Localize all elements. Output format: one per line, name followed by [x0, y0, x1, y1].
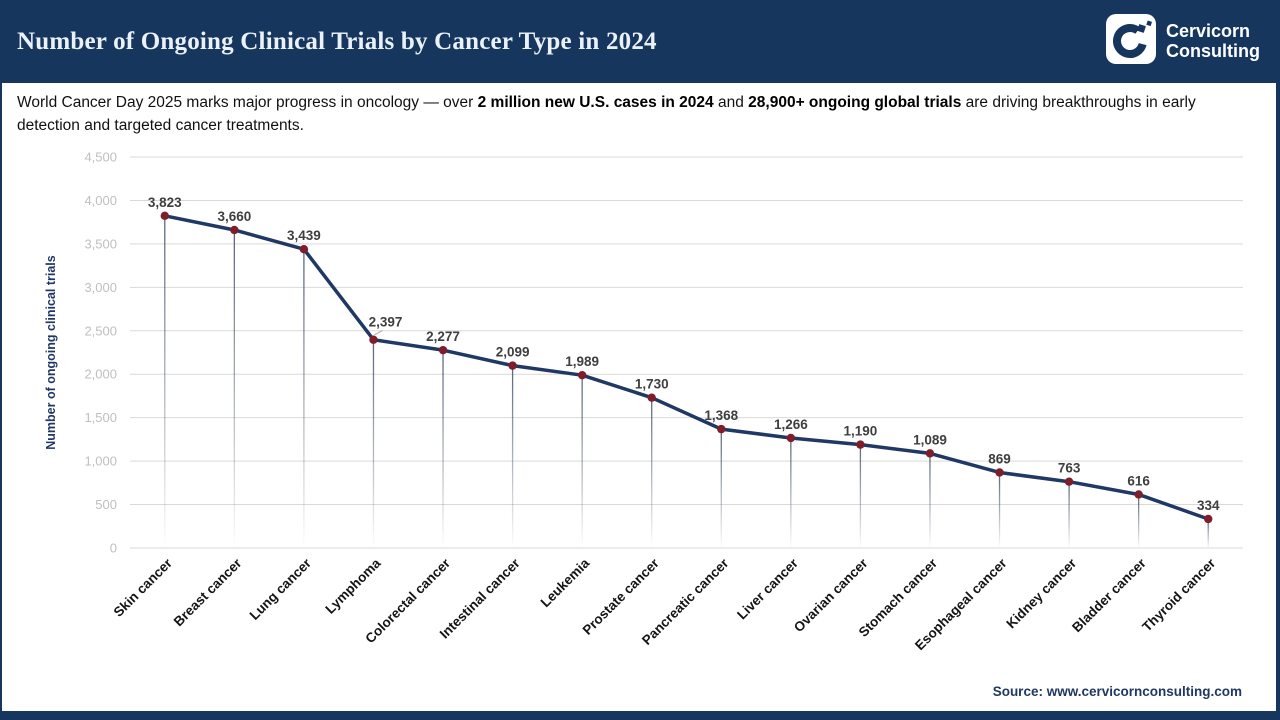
- brand-name-line1: Cervicorn: [1166, 20, 1251, 41]
- subtitle-text: and: [713, 94, 749, 111]
- data-point: [577, 370, 587, 380]
- data-label: 869: [988, 451, 1011, 466]
- data-label: 1,089: [913, 432, 947, 447]
- page-title: Number of Ongoing Clinical Trials by Can…: [17, 27, 657, 55]
- y-axis-tick-label: 1,500: [84, 410, 117, 425]
- data-label: 2,277: [426, 329, 460, 344]
- x-axis-tick-label: Thyroid cancer: [1139, 555, 1219, 635]
- brand-name-line2: Consulting: [1166, 40, 1260, 61]
- data-point: [299, 244, 309, 254]
- data-label: 763: [1058, 461, 1081, 476]
- data-point: [369, 335, 378, 344]
- subtitle-text: World Cancer Day 2025 marks major progre…: [17, 94, 478, 111]
- x-axis-tick-label: Ovarian cancer: [791, 555, 871, 635]
- data-label: 2,397: [369, 315, 403, 330]
- y-axis-tick-label: 500: [95, 497, 117, 512]
- header: Number of Ongoing Clinical Trials by Can…: [0, 0, 1280, 83]
- x-axis-tick-label: Skin cancer: [111, 555, 176, 620]
- source-link[interactable]: Source: www.cervicornconsulting.com: [992, 684, 1242, 699]
- y-axis-tick-label: 4,000: [84, 193, 117, 208]
- y-axis-tick-label: 3,000: [84, 280, 117, 295]
- y-axis-tick-label: 3,500: [84, 236, 117, 251]
- data-label: 3,823: [148, 195, 182, 210]
- data-label: 1,368: [704, 408, 738, 423]
- data-point: [717, 424, 726, 434]
- data-label: 1,190: [844, 424, 878, 439]
- y-axis-tick-label: 2,000: [84, 367, 117, 382]
- data-label: 3,439: [287, 228, 321, 243]
- y-axis-tick-label: 2,500: [84, 323, 117, 338]
- data-point: [995, 468, 1004, 477]
- data-point: [647, 393, 656, 402]
- footer-bar: [0, 711, 1280, 720]
- data-point: [508, 361, 517, 370]
- data-point: [438, 345, 448, 355]
- data-label: 3,660: [217, 209, 251, 224]
- data-label: 1,266: [774, 417, 808, 432]
- data-label: 1,989: [565, 354, 599, 369]
- x-axis-tick-label: Lymphoma: [322, 555, 384, 617]
- subtitle-text: are driving breakthroughs in early detec…: [17, 94, 1196, 134]
- data-point: [856, 440, 865, 449]
- data-point: [160, 211, 169, 221]
- data-label: 334: [1197, 498, 1220, 513]
- x-axis-tick-label: Kidney cancer: [1003, 555, 1079, 631]
- y-axis-title: Number of ongoing clinical trials: [44, 255, 58, 450]
- series-line: [163, 214, 1210, 521]
- chart-description: World Cancer Day 2025 marks major progre…: [2, 83, 1276, 138]
- x-axis-tick-label: Breast cancer: [171, 555, 245, 629]
- label-leader-line: [374, 330, 383, 336]
- brand-name: Cervicorn Consulting: [1166, 20, 1260, 62]
- brand-logo: Cervicorn Consulting: [1106, 14, 1260, 69]
- x-axis-tick-label: Bladder cancer: [1069, 555, 1149, 635]
- y-axis-tick-label: 1,000: [84, 454, 117, 469]
- y-axis-tick-label: 4,500: [84, 150, 117, 165]
- data-point: [230, 225, 239, 235]
- data-point: [786, 433, 796, 443]
- data-label: 2,099: [496, 345, 530, 360]
- data-label: 1,730: [635, 377, 669, 392]
- subtitle-highlight: 28,900+ ongoing global trials: [748, 94, 962, 111]
- data-point: [1064, 477, 1074, 486]
- x-axis-tick-label: Liver cancer: [734, 555, 801, 622]
- y-axis-tick-label: 0: [110, 541, 117, 556]
- data-point: [1204, 514, 1213, 524]
- x-axis-tick-label: Leukemia: [538, 555, 593, 610]
- data-label: 616: [1127, 473, 1150, 488]
- x-axis-tick-label: Lung cancer: [247, 555, 315, 623]
- subtitle-highlight: 2 million new U.S. cases in 2024: [477, 94, 714, 111]
- data-point: [1134, 490, 1143, 499]
- cervicorn-logo-icon: [1106, 14, 1157, 69]
- data-point: [925, 449, 935, 458]
